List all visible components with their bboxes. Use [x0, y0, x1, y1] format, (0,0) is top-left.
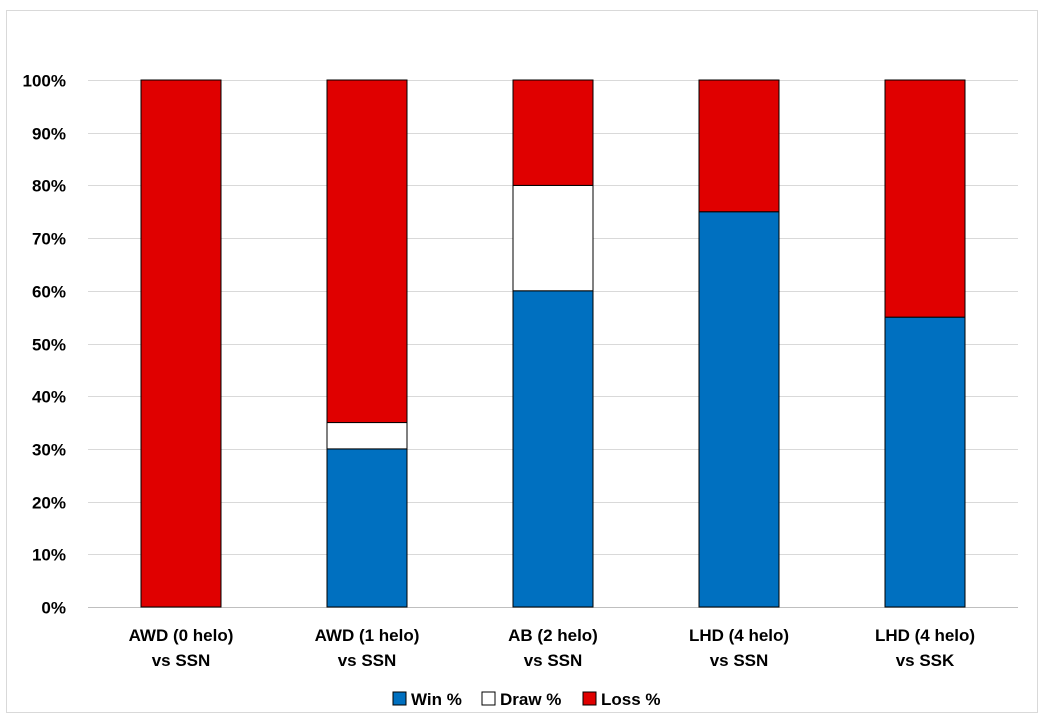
bar-segment: [512, 79, 594, 186]
y-tick-label: 10%: [32, 546, 66, 565]
legend-label: Loss %: [601, 690, 661, 709]
x-category-label: vs SSN: [152, 651, 211, 670]
y-tick-label: 60%: [32, 283, 66, 302]
y-tick-label: 100%: [23, 72, 66, 91]
y-tick-label: 40%: [32, 388, 66, 407]
x-category-label: LHD (4 helo): [875, 626, 975, 645]
y-tick-label: 20%: [32, 494, 66, 513]
y-tick-label: 0%: [41, 599, 66, 618]
bar-segment: [326, 422, 408, 450]
x-category-label: vs SSN: [338, 651, 397, 670]
x-category-label: AWD (0 helo): [129, 626, 234, 645]
y-tick-label: 80%: [32, 177, 66, 196]
bar-segment: [140, 79, 222, 608]
legend-item: Loss %: [582, 690, 661, 709]
y-tick-label: 90%: [32, 125, 66, 144]
bars: [140, 79, 966, 608]
legend-swatch: [392, 691, 407, 706]
legend-label: Win %: [411, 690, 462, 709]
y-axis-tick-labels: 0% 10% 20% 30% 40% 50% 60% 70% 80% 90% 100%: [23, 72, 66, 618]
legend: Win % Draw % Loss %: [392, 690, 661, 709]
y-tick-label: 30%: [32, 441, 66, 460]
y-tick-label: 50%: [32, 336, 66, 355]
x-category-label: vs SSN: [524, 651, 583, 670]
bar-segment: [698, 79, 780, 213]
bar-segment: [698, 211, 780, 608]
x-category-label: AWD (1 helo): [315, 626, 420, 645]
legend-swatch: [481, 691, 496, 706]
y-tick-label: 70%: [32, 230, 66, 249]
bar-segment: [326, 79, 408, 424]
bar-segment: [326, 448, 408, 608]
x-axis-category-labels: AWD (0 helo) vs SSN AWD (1 helo) vs SSN AB (…: [129, 626, 975, 670]
x-category-label: AB (2 helo): [508, 626, 598, 645]
bar-segment: [884, 316, 966, 608]
bar-segment: [512, 290, 594, 608]
legend-item: Draw %: [481, 690, 561, 709]
legend-swatch: [582, 691, 597, 706]
bar-segment: [512, 184, 594, 292]
x-category-label: LHD (4 helo): [689, 626, 789, 645]
x-category-label: vs SSN: [710, 651, 769, 670]
legend-item: Win %: [392, 690, 462, 709]
x-category-label: vs SSK: [896, 651, 955, 670]
legend-label: Draw %: [500, 690, 561, 709]
bar-segment: [884, 79, 966, 318]
